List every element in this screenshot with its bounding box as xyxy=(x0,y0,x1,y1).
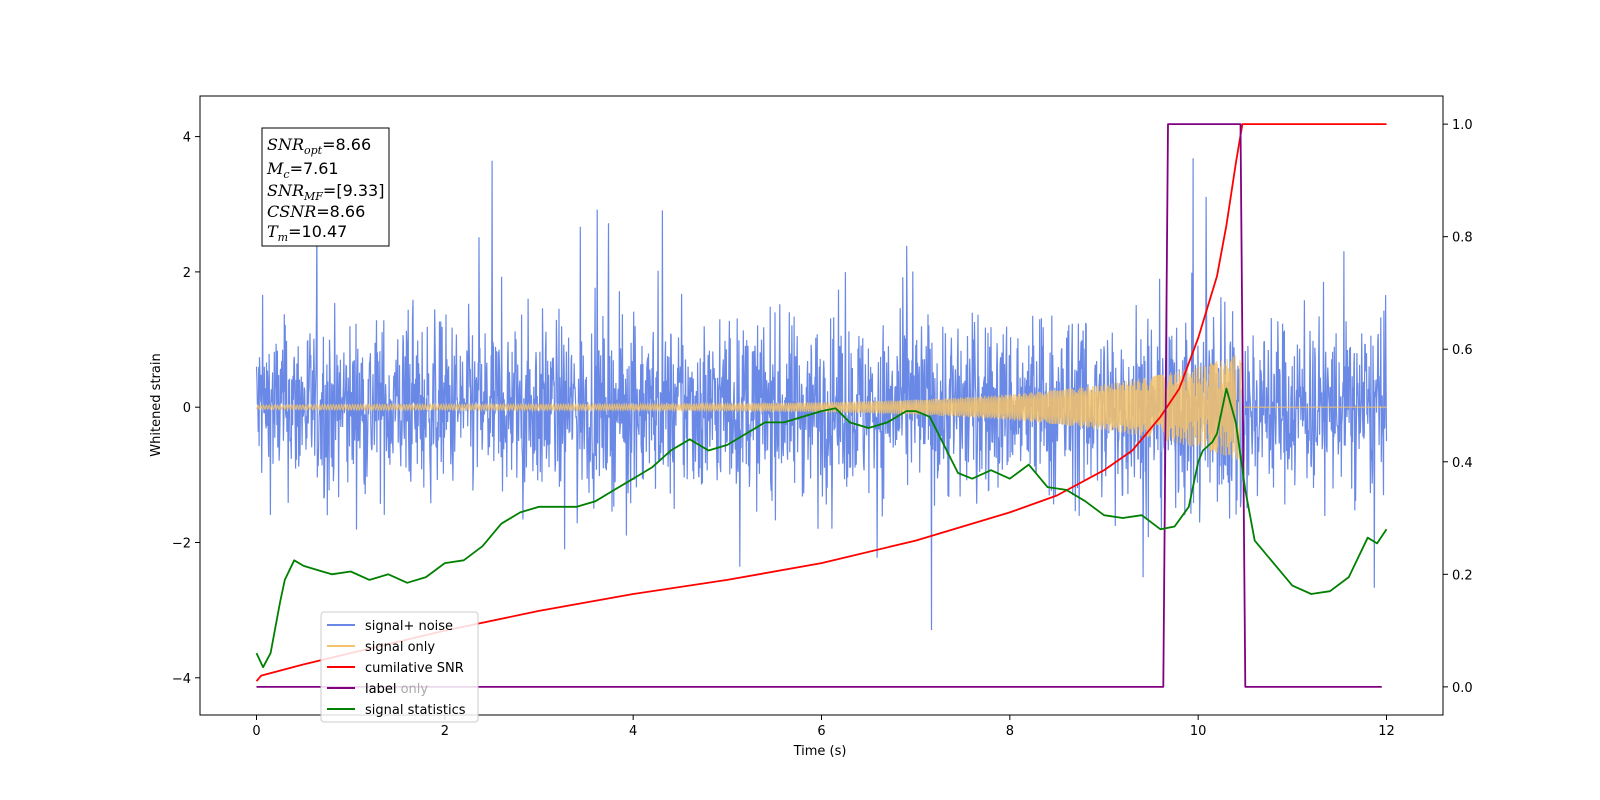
info-box-frame xyxy=(261,127,390,247)
y-tick-label: 4 xyxy=(183,131,191,146)
y2-tick-label: 0.0 xyxy=(1452,681,1473,696)
x-tick-label: 4 xyxy=(629,724,637,739)
legend-frame xyxy=(320,611,479,723)
info-snr-mf: SNRMF=[9.33] xyxy=(267,181,384,203)
x-tick-label: 0 xyxy=(252,724,260,739)
y-tick-label: −4 xyxy=(172,672,191,687)
y2-tick-label: 1.0 xyxy=(1452,118,1473,133)
info-tm: Tm=10.47 xyxy=(267,222,347,244)
x-tick-label: 12 xyxy=(1378,724,1395,739)
y-axis-label: Whitened strain xyxy=(149,353,164,456)
y-tick-label: 2 xyxy=(183,266,191,281)
info-csnr: CSNR=8.66 xyxy=(267,202,365,221)
series-label xyxy=(256,123,1382,688)
x-axis-label: Time (s) xyxy=(793,744,847,759)
series-signal-statistics xyxy=(255,387,1388,669)
y2-tick-label: 0.2 xyxy=(1452,568,1473,583)
y-axis-left: −4 −2 0 2 4 xyxy=(172,131,200,687)
series-signal-only xyxy=(256,355,1387,460)
x-tick-label: 2 xyxy=(441,724,449,739)
x-tick-label: 8 xyxy=(1006,724,1014,739)
legend-label-signal-statistics: signal statistics xyxy=(365,703,466,718)
x-tick-label: 6 xyxy=(817,724,825,739)
y-tick-label: 0 xyxy=(183,401,191,416)
y2-tick-label: 0.4 xyxy=(1452,456,1473,471)
y2-tick-label: 0.8 xyxy=(1452,231,1473,246)
legend-label-label-only: label only xyxy=(365,682,428,697)
legend-label-label: label xyxy=(365,682,396,697)
y-tick-label: −2 xyxy=(172,536,191,551)
legend-label-cumulative-snr: cumilative SNR xyxy=(365,661,464,676)
legend-label-signal-noise: signal+ noise xyxy=(365,619,453,634)
y2-tick-label: 0.6 xyxy=(1452,343,1473,358)
y-axis-right: 0.0 0.2 0.4 0.6 0.8 1.0 xyxy=(1443,118,1473,696)
info-box: SNRopt=8.66 Mc=7.61 SNRMF=[9.33] CSNR=8.… xyxy=(261,127,390,247)
info-snr-opt: SNRopt=8.66 xyxy=(267,135,371,157)
legend-label-signal-only: signal only xyxy=(365,640,435,655)
legend: signal+ noise signal only cumilative SNR… xyxy=(320,611,479,723)
x-tick-label: 10 xyxy=(1190,724,1207,739)
info-mc: Mc=7.61 xyxy=(266,159,339,181)
